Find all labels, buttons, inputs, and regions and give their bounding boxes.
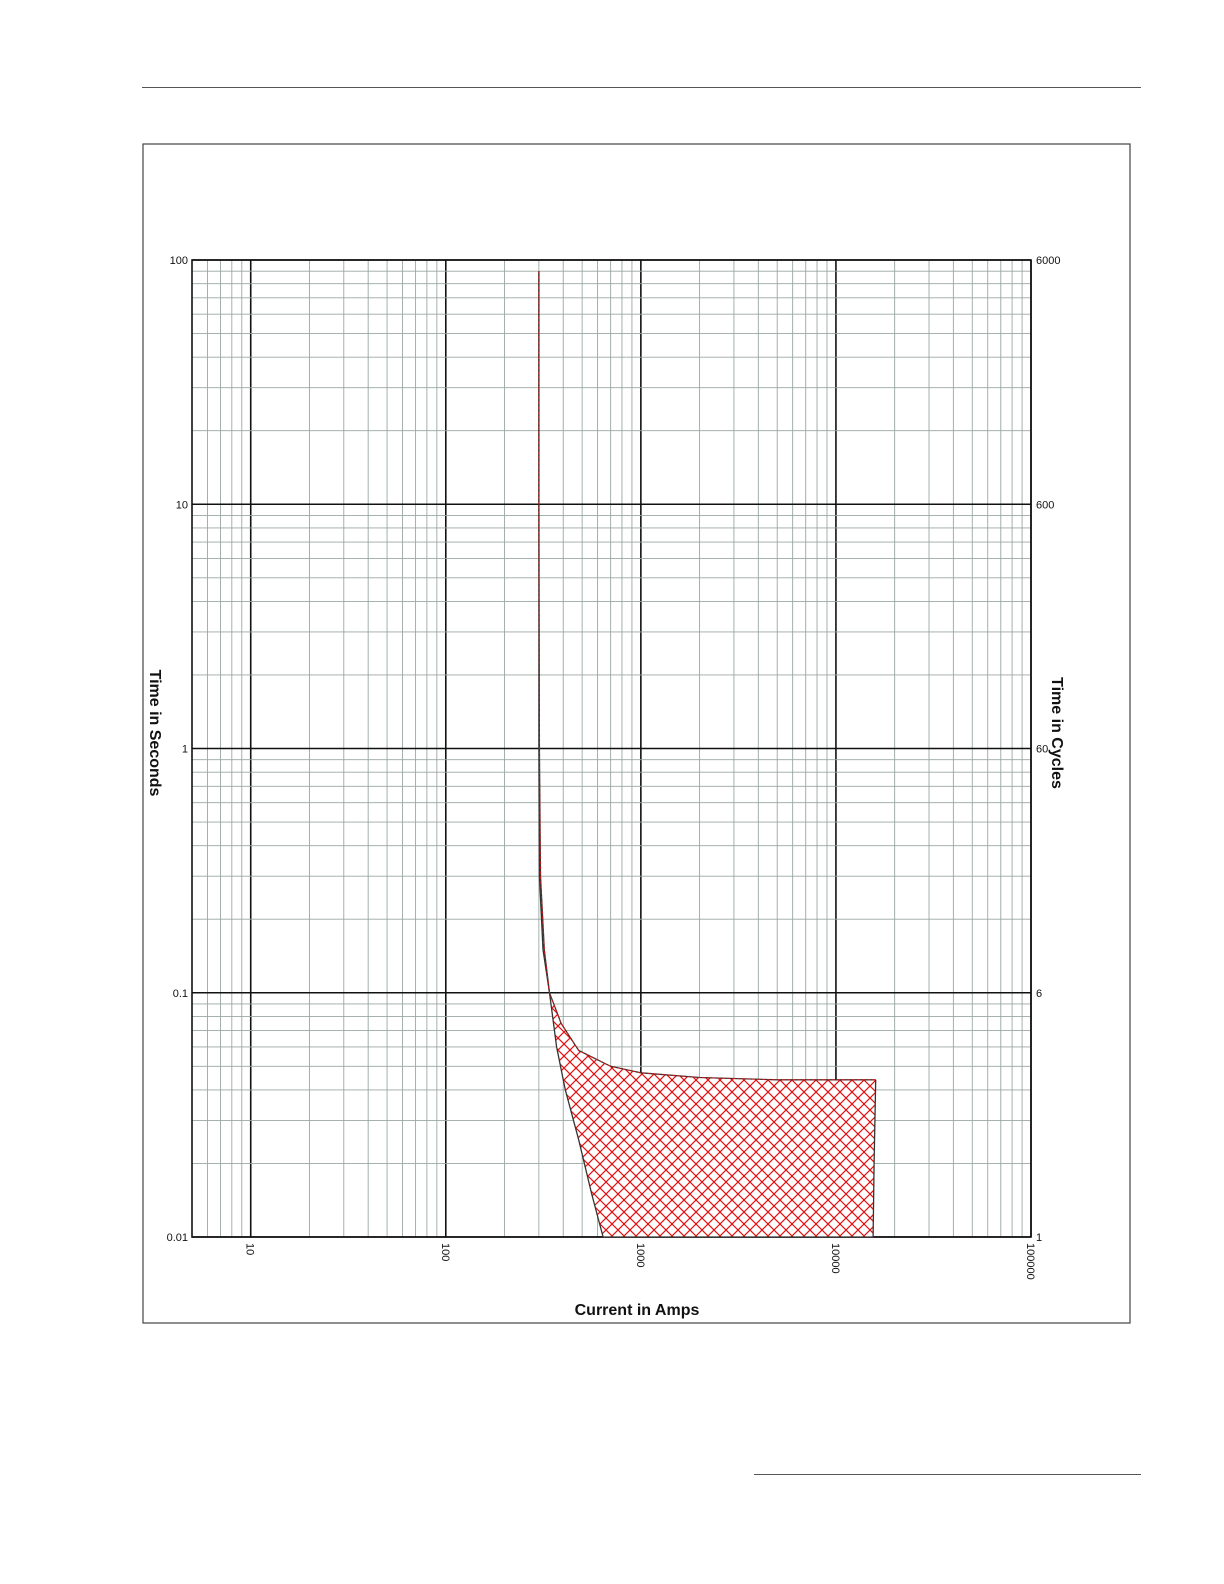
tcc-upper-curve-red xyxy=(538,271,876,1081)
chart-frame xyxy=(142,143,1131,1324)
tcc-upper-curve xyxy=(538,271,876,1081)
y2-tick-label: 600 xyxy=(1036,499,1054,511)
y2-tick-label: 6 xyxy=(1036,988,1042,1000)
y2-axis-title: Time in Cycles xyxy=(1048,677,1065,789)
header-rule xyxy=(142,87,1141,88)
x-tick-label: 100 xyxy=(439,1243,451,1261)
tcc-band-fill xyxy=(538,271,876,1237)
labels: 100 10 1 0.1 0.01 6000 600 60 6 1 10 100 1000 10000 10… xyxy=(167,255,1061,1280)
y-tick-label: 0.01 xyxy=(167,1232,188,1244)
x-axis-title: Current in Amps xyxy=(575,1302,700,1319)
series-layer xyxy=(538,271,877,1238)
y-tick-label: 10 xyxy=(176,499,188,511)
footer-rule xyxy=(754,1474,1141,1475)
y2-tick-label: 1 xyxy=(1036,1232,1042,1244)
x-tick-label: 10000 xyxy=(829,1243,841,1274)
y-axis-title: Time in Seconds xyxy=(146,670,163,797)
y2-tick-label: 6000 xyxy=(1036,255,1060,267)
x-tick-label: 100000 xyxy=(1024,1243,1036,1280)
tcc-lower-curve xyxy=(538,271,877,1238)
y-tick-label: 100 xyxy=(170,255,188,267)
x-tick-label: 1000 xyxy=(634,1243,646,1267)
y-tick-label: 1 xyxy=(182,744,188,756)
y2-tick-label: 60 xyxy=(1036,744,1048,756)
y-tick-label: 0.1 xyxy=(173,988,188,1000)
x-tick-label: 10 xyxy=(244,1243,256,1255)
